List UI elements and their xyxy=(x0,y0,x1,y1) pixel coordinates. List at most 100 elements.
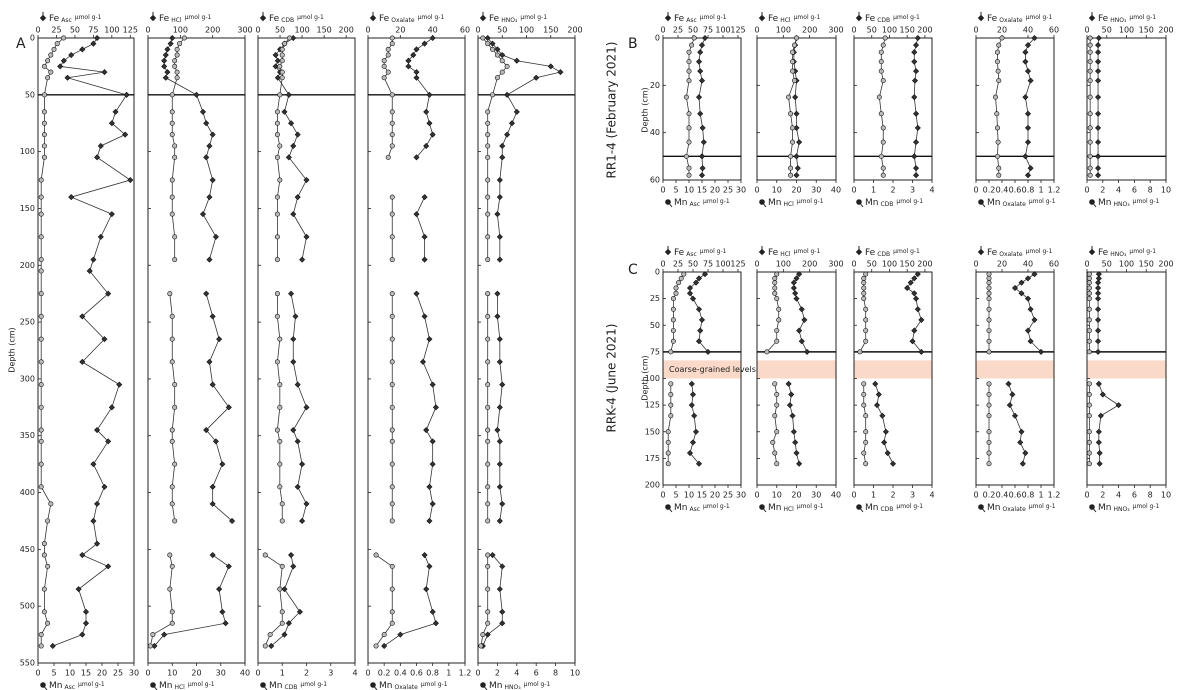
mn-marker xyxy=(172,518,178,524)
x-tick-label: 60 xyxy=(1049,260,1059,269)
fe-marker xyxy=(484,631,491,638)
fe-marker xyxy=(209,381,216,388)
fe-marker xyxy=(1011,284,1019,291)
mn-marker xyxy=(169,501,175,507)
mn-marker xyxy=(38,177,44,183)
x2-tick-label: 10 xyxy=(167,669,177,678)
x-tick-label: 0 xyxy=(754,26,759,35)
frame xyxy=(975,37,1055,181)
x2-tick-label: 5 xyxy=(51,669,56,678)
mn-marker xyxy=(772,280,778,286)
mn-marker xyxy=(274,154,280,160)
fe-marker xyxy=(695,306,703,313)
axis-label: Mn Oxalate µmol g-1 xyxy=(379,681,448,690)
mn-marker xyxy=(999,35,1005,41)
fe-marker xyxy=(203,427,210,434)
fe-marker xyxy=(785,380,792,387)
axis-label-unit: µmol g-1 xyxy=(185,14,212,21)
mn-marker xyxy=(686,111,692,117)
axis-label-unit: µmol g-1 xyxy=(1029,503,1056,510)
band xyxy=(757,360,836,379)
y-tick-label: 60 xyxy=(650,176,660,185)
mn-marker xyxy=(986,429,992,435)
fe-marker xyxy=(94,154,101,161)
fe-marker xyxy=(689,439,697,446)
fe-marker xyxy=(162,74,169,81)
fe-marker xyxy=(1095,68,1102,75)
x2-tick-label: 0.8 xyxy=(1022,491,1035,500)
fe-marker xyxy=(413,211,420,218)
mn-marker xyxy=(994,49,1000,55)
mn-marker xyxy=(485,257,491,263)
y-tick-label: 450 xyxy=(20,545,35,554)
fe-marker xyxy=(212,438,219,445)
fe-marker xyxy=(907,279,914,286)
mn-marker xyxy=(882,35,888,41)
mn-marker xyxy=(169,313,175,319)
x-tick-label: 75 xyxy=(703,260,713,269)
fe-marker xyxy=(875,391,882,398)
x-tick-label: 20 xyxy=(395,26,405,35)
x-tick-label: 100 xyxy=(1119,26,1134,35)
fe-marker xyxy=(290,358,297,365)
mn-marker xyxy=(274,234,280,240)
fe-marker xyxy=(793,295,800,302)
x2-tick-label: 2 xyxy=(1100,491,1105,500)
mn-marker xyxy=(169,132,175,138)
fe-marker xyxy=(426,563,433,570)
profile-line xyxy=(52,37,132,647)
mn-marker xyxy=(41,552,47,558)
x2-tick-label: 10 xyxy=(570,669,580,678)
mn-marker xyxy=(389,194,395,200)
x2-tick-label: 6 xyxy=(1132,186,1137,195)
fe-marker xyxy=(1095,306,1102,313)
fe-marker xyxy=(429,381,436,388)
y-axis-label: Depth (cm) xyxy=(641,87,650,132)
mn-marker xyxy=(389,257,395,263)
fe-marker xyxy=(79,358,86,365)
x2-tick-label: 0.4 xyxy=(996,186,1009,195)
axis-label-phase: CDB xyxy=(284,684,297,690)
fe-marker xyxy=(122,131,129,138)
fe-marker xyxy=(788,391,795,398)
fe-marker xyxy=(1022,153,1029,160)
legend-stem xyxy=(761,201,767,208)
mn-marker xyxy=(279,609,285,615)
axis-label-phase: CDB xyxy=(880,506,893,513)
fe-marker xyxy=(911,153,918,160)
axis-label-unit: µmol g-1 xyxy=(1129,14,1156,21)
mn-marker xyxy=(389,382,395,388)
fe-marker xyxy=(911,94,918,101)
fe-marker xyxy=(695,460,703,467)
mn-marker xyxy=(790,68,796,74)
fe-marker xyxy=(303,404,310,411)
x2-tick-label: 0.6 xyxy=(1009,491,1022,500)
x2-tick-label: 2 xyxy=(1100,186,1105,195)
fe-marker xyxy=(219,461,226,468)
fe-marker xyxy=(1115,402,1122,409)
fe-marker xyxy=(1095,172,1102,179)
fe-marker xyxy=(686,450,694,457)
x2-tick-label: 8 xyxy=(1148,491,1153,500)
fe-marker xyxy=(698,172,706,179)
mn-marker xyxy=(790,125,796,131)
x2-tick-label: 8 xyxy=(1148,186,1153,195)
mn-marker xyxy=(262,643,268,649)
mn-marker xyxy=(676,280,682,286)
mn-marker xyxy=(1086,381,1092,387)
x2-tick-label: 0.2 xyxy=(983,186,996,195)
mn-marker xyxy=(670,317,676,323)
mn-marker xyxy=(41,63,47,69)
mn-marker xyxy=(169,211,175,217)
fe-marker xyxy=(790,428,797,435)
profile-line xyxy=(163,37,217,260)
mn-marker xyxy=(1086,429,1092,435)
x2-tick-label: 10 xyxy=(1161,491,1171,500)
profile-line xyxy=(487,37,562,260)
axis-label-unit: µmol g-1 xyxy=(1133,198,1160,205)
mn-marker xyxy=(861,391,867,397)
fe-marker xyxy=(496,517,503,524)
mn-marker xyxy=(1086,439,1092,445)
fe-marker xyxy=(1024,68,1032,75)
